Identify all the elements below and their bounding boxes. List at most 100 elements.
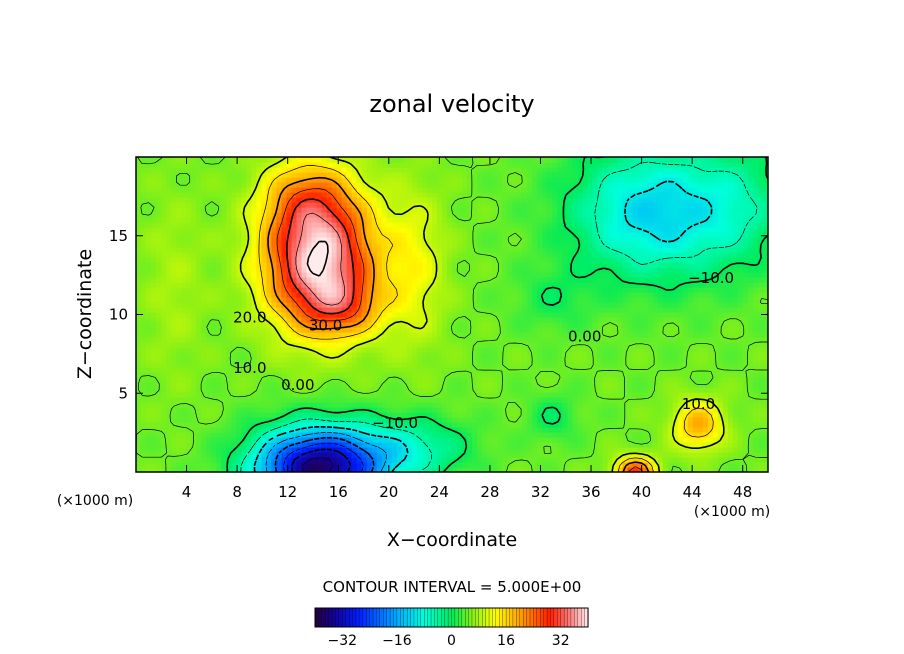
- heat-cell: [376, 267, 383, 273]
- heat-cell: [301, 267, 308, 273]
- heat-cell: [426, 292, 433, 298]
- heat-cell: [286, 402, 293, 408]
- heat-cell: [271, 392, 278, 398]
- heat-cell: [507, 267, 513, 273]
- heat-cell: [477, 417, 483, 423]
- heat-cell: [366, 342, 373, 348]
- heat-cell: [381, 452, 388, 458]
- heat-cell: [517, 187, 523, 193]
- heat-cell: [406, 407, 413, 413]
- heat-cell: [266, 392, 273, 398]
- heat-cell: [482, 167, 488, 173]
- heat-cell: [286, 457, 293, 463]
- heat-cell: [457, 222, 463, 228]
- heat-cell: [457, 347, 463, 353]
- heat-cell: [321, 402, 328, 408]
- heat-cell: [371, 257, 378, 263]
- heat-cell: [191, 337, 197, 343]
- heat-cell: [236, 327, 242, 333]
- heat-cell: [226, 202, 232, 208]
- heat-cell: [441, 177, 448, 183]
- heat-cell: [311, 307, 318, 313]
- heat-cell: [286, 407, 293, 413]
- heat-cell: [146, 297, 152, 303]
- heat-cell: [452, 227, 458, 233]
- heat-cell: [436, 282, 443, 288]
- heat-cell: [221, 272, 227, 278]
- heat-cell: [482, 337, 488, 343]
- heat-cell: [211, 462, 217, 468]
- heat-cell: [356, 352, 363, 358]
- heat-cell: [446, 167, 453, 173]
- heat-cell: [512, 232, 518, 238]
- heat-cell: [226, 197, 232, 203]
- heat-cell: [436, 352, 443, 358]
- heat-cell: [376, 462, 383, 468]
- heat-cell: [156, 457, 162, 463]
- heat-cell: [356, 202, 363, 208]
- heat-cell: [201, 327, 207, 333]
- heat-cell: [346, 157, 353, 163]
- heat-cell: [346, 362, 353, 368]
- heat-cell: [236, 367, 242, 373]
- heat-cell: [436, 217, 443, 223]
- heat-cell: [191, 237, 197, 243]
- heat-cell: [166, 262, 172, 268]
- heat-cell: [206, 252, 212, 258]
- heat-cell: [301, 347, 308, 353]
- heat-cell: [527, 307, 533, 313]
- heat-cell: [141, 212, 147, 218]
- heat-cell: [467, 392, 473, 398]
- heat-cell: [236, 337, 242, 343]
- heat-cell: [136, 417, 142, 423]
- heat-cell: [441, 287, 448, 293]
- heat-cell: [271, 272, 278, 278]
- heat-cell: [487, 217, 493, 223]
- heat-cell: [156, 187, 162, 193]
- heat-cell: [366, 417, 373, 423]
- heat-cell: [151, 357, 157, 363]
- heat-cell: [236, 397, 242, 403]
- heat-cell: [426, 247, 433, 253]
- heat-cell: [271, 317, 278, 323]
- heat-cell: [426, 382, 433, 388]
- heat-cell: [512, 227, 518, 233]
- heat-cell: [421, 252, 428, 258]
- heat-cell: [211, 232, 217, 238]
- heat-cell: [241, 412, 247, 418]
- heat-cell: [356, 187, 363, 193]
- heat-cell: [241, 257, 247, 263]
- heat-cell: [431, 222, 438, 228]
- heat-cell: [211, 407, 217, 413]
- heat-cell: [311, 227, 318, 233]
- heat-cell: [216, 317, 222, 323]
- heat-cell: [336, 347, 343, 353]
- heat-cell: [251, 257, 257, 263]
- heat-cell: [261, 402, 268, 408]
- heat-cell: [366, 222, 373, 228]
- heat-cell: [206, 287, 212, 293]
- heat-cell: [522, 457, 528, 463]
- heat-cell: [512, 447, 518, 453]
- heat-cell: [196, 222, 202, 228]
- heat-cell: [346, 382, 353, 388]
- heat-cell: [467, 157, 473, 163]
- heat-cell: [446, 157, 453, 163]
- heat-cell: [261, 377, 268, 383]
- heat-cell: [512, 412, 518, 418]
- heat-cell: [291, 422, 298, 428]
- heat-cell: [467, 337, 473, 343]
- heat-cell: [482, 292, 488, 298]
- heat-cell: [221, 362, 227, 368]
- heat-cell: [467, 167, 473, 173]
- heat-cell: [181, 347, 187, 353]
- heat-cell: [371, 452, 378, 458]
- heat-cell: [366, 347, 373, 353]
- heat-cell: [446, 262, 453, 268]
- heat-cell: [497, 212, 503, 218]
- heat-cell: [426, 272, 433, 278]
- heat-cell: [296, 417, 303, 423]
- heat-cell: [477, 187, 483, 193]
- heat-cell: [226, 372, 232, 378]
- heat-cell: [311, 167, 318, 173]
